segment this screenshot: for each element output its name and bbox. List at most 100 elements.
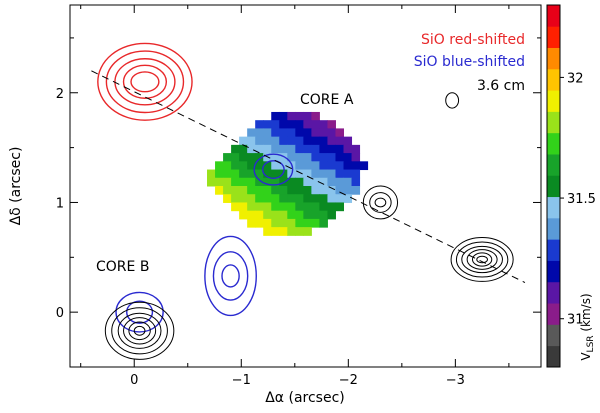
velocity-pixel <box>295 153 304 162</box>
velocity-pixel <box>239 153 248 162</box>
velocity-pixel <box>279 227 288 236</box>
velocity-pixel <box>303 210 312 220</box>
velocity-pixel <box>255 169 264 179</box>
velocity-pixel <box>327 120 336 129</box>
velocity-pixel <box>335 144 345 154</box>
y-axis-label: Δδ (arcsec) <box>8 147 24 226</box>
velocity-pixel <box>295 169 304 179</box>
legend-red-shifted: SiO red-shifted <box>421 32 525 48</box>
velocity-pixel <box>295 111 304 121</box>
velocity-pixel <box>319 136 328 146</box>
velocity-pixel <box>263 177 272 187</box>
velocity-pixel <box>263 186 272 195</box>
colorbar-segment <box>547 239 560 261</box>
velocity-pixel <box>255 210 264 220</box>
velocity-pixel <box>279 144 288 154</box>
x-axis-label: Δα (arcsec) <box>265 390 345 406</box>
velocity-pixel <box>295 136 304 146</box>
velocity-pixel <box>311 210 320 220</box>
cm-contour <box>445 92 460 109</box>
colorbar-segment <box>547 68 560 91</box>
velocity-pixel <box>287 144 296 154</box>
velocity-pixel <box>231 194 240 203</box>
velocity-pixel <box>319 128 328 138</box>
velocity-pixel <box>239 169 248 179</box>
velocity-pixel <box>335 186 345 195</box>
axis-ticks: 0 −1 −2 −3 0 1 2 <box>56 5 541 388</box>
velocity-pixel <box>327 177 336 187</box>
velocity-pixel <box>271 202 280 212</box>
velocity-pixel <box>343 136 353 146</box>
velocity-pixel <box>335 177 345 187</box>
velocity-pixel <box>255 120 264 129</box>
velocity-pixel <box>311 128 320 138</box>
velocity-pixel <box>239 161 248 171</box>
colorbar-segment <box>547 303 560 325</box>
velocity-pixel <box>271 144 280 154</box>
velocity-pixel <box>335 194 345 203</box>
velocity-pixel <box>279 120 288 129</box>
velocity-pixel <box>247 210 256 220</box>
velocity-pixel <box>295 218 304 228</box>
x-tick-label: 0 <box>130 373 138 388</box>
colorbar-segment <box>547 324 560 347</box>
velocity-pixel <box>231 186 240 195</box>
red-contour <box>97 42 193 121</box>
velocity-pixel <box>279 202 288 212</box>
velocity-pixel <box>295 194 304 203</box>
velocity-pixel <box>359 161 369 171</box>
velocity-pixel <box>343 177 353 187</box>
velocity-pixel <box>231 177 240 187</box>
velocity-pixel <box>215 169 224 179</box>
velocity-pixel <box>303 120 312 129</box>
blue-contour <box>115 291 164 333</box>
velocity-pixel <box>255 136 264 146</box>
y-tick-label: 1 <box>56 196 64 211</box>
velocity-pixel <box>239 210 248 220</box>
velocity-pixel <box>343 144 353 154</box>
colorbar-tick-label: 32 <box>567 71 584 86</box>
velocity-pixel <box>295 186 304 195</box>
colorbar-segment <box>547 26 560 48</box>
cm-contour <box>476 255 488 264</box>
cm-contour <box>128 321 151 341</box>
velocity-pixel <box>295 202 304 212</box>
y-tick-label: 2 <box>56 87 64 102</box>
velocity-pixel <box>215 161 224 171</box>
velocity-pixel <box>247 153 256 162</box>
velocity-pixel <box>287 120 296 129</box>
colorbar-segment <box>547 111 560 134</box>
cm-contour <box>466 249 498 270</box>
velocity-pixel <box>343 169 353 179</box>
velocity-pixel <box>335 161 345 171</box>
velocity-pixel <box>271 128 280 138</box>
velocity-pixel <box>295 120 304 129</box>
velocity-pixel <box>263 227 272 236</box>
velocity-pixel <box>327 202 336 212</box>
velocity-pixel <box>239 186 248 195</box>
velocity-pixel <box>311 218 320 228</box>
colorbar-tick-label: 31.5 <box>567 192 596 207</box>
cm-contour <box>133 325 146 336</box>
velocity-pixel <box>247 194 256 203</box>
velocity-pixel <box>279 194 288 203</box>
colorbar-segment <box>547 5 560 27</box>
outflow-axis-line <box>91 70 526 283</box>
velocity-pixel <box>255 202 264 212</box>
velocity-pixel <box>271 210 280 220</box>
velocity-pixel <box>319 169 328 179</box>
velocity-pixel <box>247 202 256 212</box>
cm-contour <box>471 252 493 267</box>
cm-contour <box>111 307 168 355</box>
velocity-pixel <box>287 194 296 203</box>
velocity-pixel <box>231 153 240 162</box>
velocity-pixel <box>255 128 264 138</box>
velocity-pixel <box>279 136 288 146</box>
velocity-pixel <box>303 153 312 162</box>
velocity-pixel <box>327 210 336 220</box>
cm-contour <box>117 312 162 349</box>
velocity-pixel <box>215 177 224 187</box>
velocity-pixel <box>223 194 232 203</box>
velocity-pixel <box>287 186 296 195</box>
